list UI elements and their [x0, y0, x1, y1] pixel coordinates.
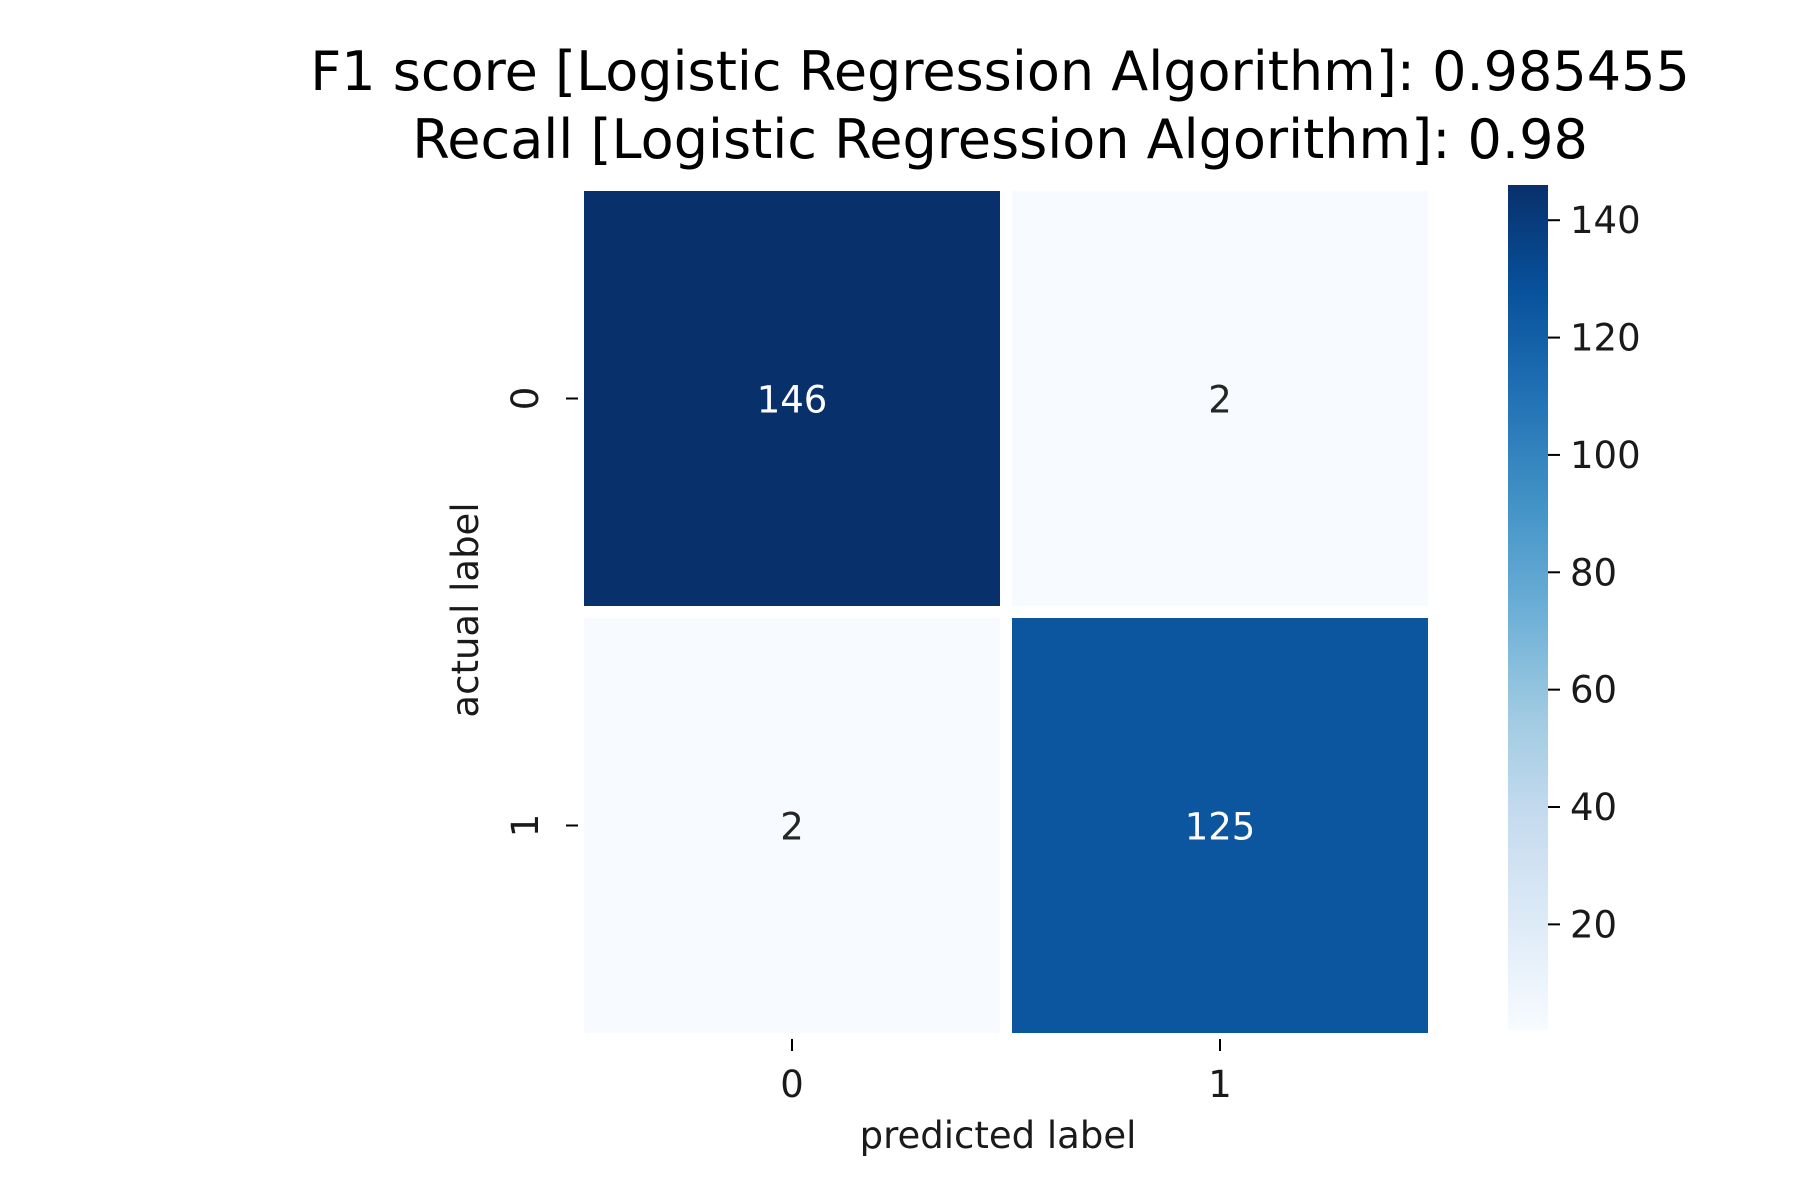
- colorbar-tick-label-80: 80: [1570, 551, 1617, 594]
- heatmap-cell-labels: 146 2 2 125: [757, 379, 1256, 849]
- heatmap-cell-r1-c0: [584, 618, 1000, 1033]
- cell-value-r1-c1: 125: [1185, 806, 1256, 849]
- y-tick-label-0: 0: [504, 387, 547, 411]
- colorbar-tick-label-100: 100: [1570, 434, 1641, 477]
- y-axis-label: actual label: [444, 502, 487, 717]
- colorbar-tick-label-20: 20: [1570, 903, 1617, 946]
- heatmap-axes: 0 1 0 1: [504, 387, 1232, 1106]
- colorbar-ticks: 20 40 60 80 100 120 140: [1548, 199, 1641, 946]
- heatmap-cell-r0-c1: [1012, 191, 1428, 606]
- colorbar-tick-label-120: 120: [1570, 317, 1641, 360]
- cell-value-r1-c0: 2: [780, 806, 804, 849]
- colorbar: [1508, 185, 1548, 1030]
- colorbar-tick-label-60: 60: [1570, 669, 1617, 712]
- heatmap-cell-r1-c1: [1012, 618, 1428, 1033]
- heatmap-cells: [584, 191, 1428, 1033]
- chart-title-line-1: F1 score [Logistic Regression Algorithm]…: [310, 40, 1690, 103]
- x-axis-label: predicted label: [860, 1114, 1137, 1157]
- heatmap-cell-r0-c0: [584, 191, 1000, 606]
- x-tick-label-1: 1: [1208, 1063, 1232, 1106]
- cell-value-r0-c0: 146: [757, 379, 828, 422]
- colorbar-tick-label-140: 140: [1570, 199, 1641, 242]
- colorbar-tick-label-40: 40: [1570, 786, 1617, 829]
- x-tick-label-0: 0: [780, 1063, 804, 1106]
- y-tick-label-1: 1: [504, 814, 547, 838]
- cell-value-r0-c1: 2: [1208, 379, 1232, 422]
- chart-title-line-2: Recall [Logistic Regression Algorithm]: …: [412, 108, 1588, 171]
